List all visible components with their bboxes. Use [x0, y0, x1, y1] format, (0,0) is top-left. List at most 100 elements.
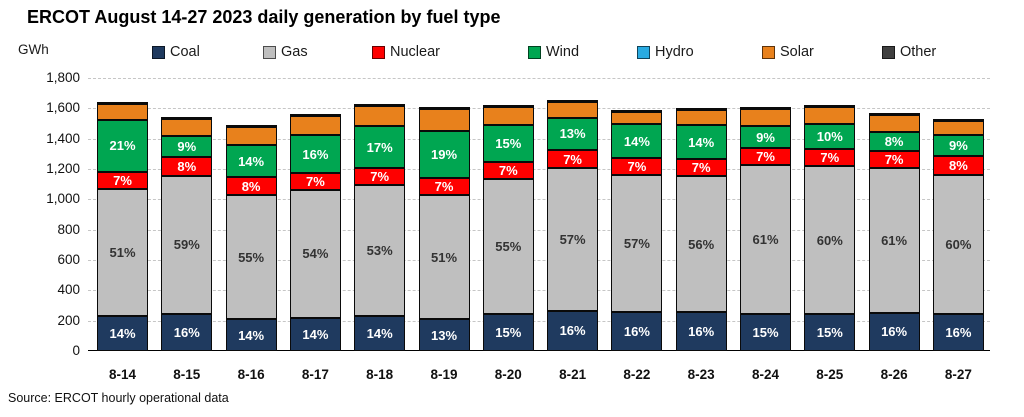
x-tick-label-8-15: 8-15 [173, 367, 201, 382]
gridline-200 [88, 320, 990, 322]
segment-label: 7% [498, 162, 518, 178]
y-tick-label-1400: 1,400 [46, 130, 80, 146]
segment-label: 60% [945, 236, 972, 252]
segment-other-8-25 [804, 104, 856, 107]
y-tick-label-1200: 1,200 [46, 161, 80, 176]
segment-other-8-22 [611, 109, 663, 112]
segment-label: 7% [563, 151, 582, 167]
segment-other-8-14 [97, 102, 148, 105]
segment-nuclear-8-22: 7% [611, 158, 663, 175]
gridline-1000 [88, 199, 990, 201]
segment-wind-8-20: 15% [482, 125, 534, 162]
segment-other-8-24 [740, 106, 791, 109]
segment-nuclear-8-19: 7% [418, 177, 470, 195]
segment-wind-8-27: 9% [932, 135, 984, 157]
segment-other-8-19 [418, 106, 470, 109]
legend-item-wind: Wind [528, 44, 579, 60]
segment-nuclear-8-17: 7% [289, 173, 341, 190]
segment-label: 10% [816, 129, 843, 145]
segment-label: 21% [109, 138, 136, 154]
segment-label: 7% [884, 151, 904, 167]
segment-wind-8-19: 19% [418, 131, 470, 178]
bar-8-16: 14% 55% 8% 14% [225, 124, 277, 351]
segment-label: 56% [688, 236, 715, 252]
segment-solar-8-17 [289, 115, 341, 136]
segment-label: 7% [434, 178, 454, 194]
segment-solar-8-21 [547, 102, 599, 118]
segment-other-8-15 [161, 117, 213, 120]
segment-solar-8-18 [354, 105, 406, 127]
segment-gas-8-20: 55% [482, 179, 534, 315]
segment-gas-8-26: 61% [868, 167, 920, 313]
segment-coal-8-27: 16% [932, 313, 984, 351]
gridline-1200 [88, 169, 990, 170]
segment-label: 7% [756, 149, 775, 165]
segment-wind-8-25: 10% [804, 124, 856, 149]
legend-swatch-nuclear [372, 45, 385, 59]
segment-solar-8-26 [868, 114, 920, 132]
segment-gas-8-24: 61% [740, 165, 791, 315]
segment-gas-8-21: 57% [547, 167, 599, 311]
segment-wind-8-21: 13% [547, 117, 599, 151]
segment-nuclear-8-27: 8% [932, 156, 984, 175]
legend-label: Gas [281, 44, 308, 60]
segment-label: 19% [430, 146, 458, 162]
segment-nuclear-8-20: 7% [482, 161, 534, 180]
segment-label: 14% [623, 133, 650, 149]
segment-label: 61% [881, 232, 908, 248]
segment-label: 51% [109, 245, 136, 261]
segment-wind-8-23: 14% [675, 125, 727, 160]
legend-item-nuclear: Nuclear [372, 44, 440, 60]
segment-gas-8-16: 55% [225, 195, 277, 320]
segment-label: 7% [627, 159, 647, 175]
segment-label: 9% [948, 138, 968, 154]
segment-nuclear-8-26: 7% [868, 151, 920, 168]
segment-coal-8-18: 14% [354, 316, 406, 351]
segment-other-8-17 [289, 113, 341, 116]
gridline-1400 [88, 138, 990, 140]
segment-label: 16% [623, 324, 650, 340]
segment-solar-8-20 [482, 107, 534, 125]
segment-label: 7% [820, 150, 840, 166]
segment-nuclear-8-25: 7% [804, 148, 856, 167]
gridline-600 [88, 260, 990, 261]
legend-label: Wind [546, 44, 580, 60]
legend-swatch-coal [152, 45, 165, 59]
legend-swatch-wind [528, 45, 541, 59]
gridline-800 [88, 229, 990, 231]
bar-8-25: 15% 60% 7% 10% [804, 104, 856, 351]
y-tick-label-1600: 1,600 [46, 100, 80, 116]
plot-area: 14% 51% 7% 21% 16% 59% 8% 9% 14% 55% 8% 14% 14% 54% 7%… [88, 78, 990, 351]
bar-8-19: 13% 51% 7% 19% [418, 106, 470, 351]
y-tick-label-0: 0 [72, 343, 80, 358]
x-tick-label-8-24: 8-24 [751, 367, 780, 382]
x-tick-label-8-17: 8-17 [301, 367, 329, 382]
segment-label: 14% [366, 326, 393, 342]
segment-label: 15% [816, 325, 843, 341]
segment-label: 15% [495, 135, 522, 151]
segment-coal-8-19: 13% [418, 319, 470, 351]
bar-8-20: 15% 55% 7% 15% [482, 105, 534, 351]
segment-label: 14% [238, 153, 265, 169]
legend-item-coal: Coal [152, 44, 200, 60]
segment-wind-8-18: 17% [354, 126, 406, 169]
segment-gas-8-23: 56% [675, 176, 727, 313]
segment-gas-8-14: 51% [97, 189, 148, 317]
x-tick-label-8-20: 8-20 [494, 367, 522, 382]
segment-gas-8-19: 51% [418, 194, 470, 320]
segment-wind-8-14: 21% [97, 119, 148, 172]
segment-gas-8-25: 60% [804, 166, 856, 315]
segment-gas-8-17: 54% [289, 189, 341, 318]
segment-nuclear-8-24: 7% [740, 148, 791, 166]
legend-swatch-hydro [637, 45, 650, 59]
segment-gas-8-15: 59% [161, 175, 213, 314]
segment-solar-8-23 [675, 110, 727, 126]
segment-label: 7% [305, 173, 325, 189]
x-tick-label-8-21: 8-21 [559, 367, 587, 382]
segment-label: 16% [881, 324, 908, 340]
x-tick-label-8-22: 8-22 [623, 367, 651, 382]
legend-label: Hydro [655, 44, 694, 60]
segment-label: 13% [430, 327, 458, 343]
segment-label: 55% [238, 249, 265, 265]
segment-label: 53% [366, 243, 393, 259]
